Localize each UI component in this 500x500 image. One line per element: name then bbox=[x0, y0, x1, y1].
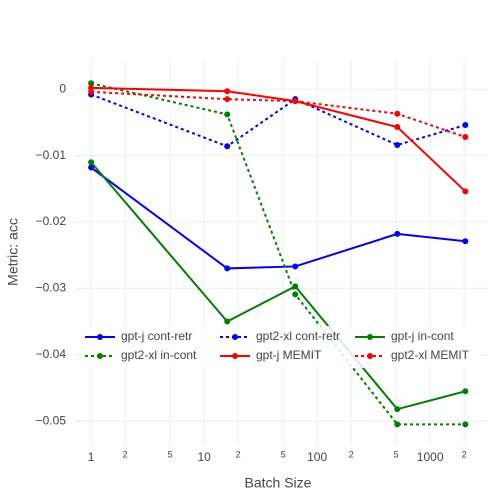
data-point bbox=[462, 188, 469, 195]
data-point bbox=[292, 98, 299, 105]
grid bbox=[75, 60, 488, 445]
x-tick-label: 1000 bbox=[417, 450, 444, 464]
data-point bbox=[394, 110, 401, 117]
x-tick-label: 100 bbox=[307, 450, 327, 464]
data-point bbox=[394, 141, 401, 148]
x-tick-label: 2 bbox=[462, 449, 467, 459]
data-point bbox=[88, 159, 95, 166]
data-point bbox=[88, 164, 95, 171]
legend-label: gpt-j cont-retr bbox=[121, 329, 192, 343]
y-tick-label: −0.05 bbox=[36, 413, 67, 427]
data-point bbox=[394, 230, 401, 237]
y-tick-label: −0.02 bbox=[36, 214, 67, 228]
data-point bbox=[462, 388, 469, 395]
y-tick-label: −0.01 bbox=[36, 148, 67, 162]
data-point bbox=[88, 80, 95, 87]
series-line bbox=[90, 161, 466, 411]
x-tick-label: 5 bbox=[168, 449, 173, 459]
legend-marker bbox=[232, 353, 238, 359]
series-line bbox=[90, 82, 466, 426]
legend-label: gpt2-xl MEMIT bbox=[391, 348, 470, 362]
legend-label: gpt2-xl in-cont bbox=[121, 348, 197, 362]
data-point bbox=[224, 318, 231, 325]
data-point bbox=[462, 421, 469, 428]
y-axis-title: Metric: acc bbox=[5, 218, 21, 286]
legend-marker bbox=[97, 353, 103, 359]
legend-box bbox=[80, 326, 480, 368]
x-tick-label: 2 bbox=[349, 449, 354, 459]
legend-label: gpt-j MEMIT bbox=[256, 348, 322, 362]
axes: 0 −0.01 −0.02 −0.03 −0.04 −0.05 1 2 5 10 2 5 100 2 5 10… bbox=[36, 81, 467, 464]
data-point bbox=[88, 88, 95, 95]
x-tick-label: 5 bbox=[281, 449, 286, 459]
x-axis-title: Batch Size bbox=[245, 475, 312, 491]
data-point bbox=[462, 238, 469, 245]
series-line bbox=[90, 166, 466, 270]
x-tick-label: 10 bbox=[197, 450, 211, 464]
data-point bbox=[224, 96, 231, 103]
series-line bbox=[91, 86, 467, 193]
data-point bbox=[394, 421, 401, 428]
legend-marker bbox=[232, 334, 238, 340]
data-point bbox=[224, 88, 231, 95]
y-tick-label: −0.03 bbox=[36, 281, 67, 295]
x-tick-label: 2 bbox=[123, 449, 128, 459]
data-point bbox=[224, 111, 231, 118]
data-point bbox=[394, 124, 401, 131]
plot-area bbox=[88, 80, 469, 428]
y-tick-label: 0 bbox=[59, 81, 66, 95]
legend-marker bbox=[97, 334, 103, 340]
data-point bbox=[462, 134, 469, 140]
legend: gpt-j cont-retr gpt2-xl cont-retr gpt-j in… bbox=[80, 326, 480, 368]
legend-marker bbox=[367, 334, 373, 340]
x-tick-label: 2 bbox=[236, 449, 241, 459]
y-tick-label: −0.04 bbox=[36, 347, 67, 361]
x-tick-label: 1 bbox=[88, 450, 95, 464]
legend-label: gpt-j in-cont bbox=[391, 329, 454, 343]
legend-label: gpt2-xl cont-retr bbox=[256, 329, 340, 343]
data-point bbox=[292, 291, 299, 298]
data-point bbox=[224, 143, 231, 150]
legend-marker bbox=[367, 353, 373, 359]
x-tick-label: 5 bbox=[394, 449, 399, 459]
data-point bbox=[462, 122, 469, 129]
data-point bbox=[394, 406, 401, 413]
data-point bbox=[292, 263, 299, 270]
data-point bbox=[224, 265, 231, 272]
